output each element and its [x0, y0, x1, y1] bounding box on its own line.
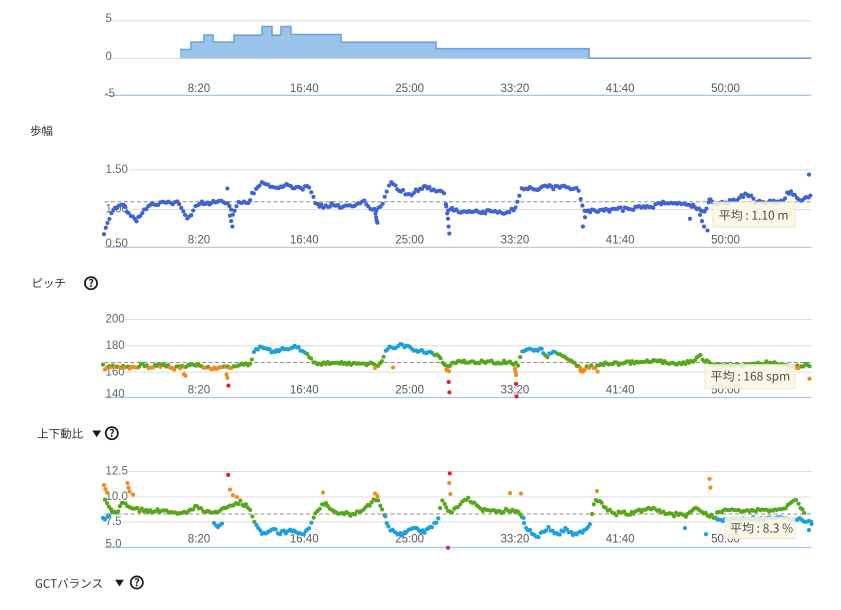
svg-text:50:00: 50:00 — [711, 83, 740, 95]
svg-text:16:40: 16:40 — [290, 83, 319, 95]
svg-text:25:00: 25:00 — [395, 385, 424, 397]
svg-text:16:40: 16:40 — [290, 235, 319, 247]
svg-text:25:00: 25:00 — [395, 83, 424, 95]
svg-text:7.5: 7.5 — [106, 516, 122, 528]
svg-text:12.5: 12.5 — [106, 466, 128, 478]
svg-text:33:20: 33:20 — [501, 235, 530, 247]
svg-text:5.0: 5.0 — [106, 538, 122, 550]
svg-text:16:40: 16:40 — [290, 385, 319, 397]
svg-text:180: 180 — [106, 340, 125, 352]
svg-text:8:20: 8:20 — [188, 534, 210, 546]
svg-text:0.50: 0.50 — [106, 238, 128, 250]
svg-text:1.50: 1.50 — [106, 164, 128, 176]
svg-text:-5: -5 — [105, 88, 115, 100]
svg-text:200: 200 — [106, 314, 125, 326]
svg-text:33:20: 33:20 — [501, 83, 530, 95]
svg-text:8:20: 8:20 — [188, 83, 210, 95]
svg-text:10.0: 10.0 — [106, 491, 128, 503]
svg-text:25:00: 25:00 — [395, 235, 424, 247]
svg-text:8:20: 8:20 — [188, 235, 210, 247]
svg-text:50:00: 50:00 — [711, 235, 740, 247]
svg-text:5: 5 — [106, 13, 112, 25]
svg-text:140: 140 — [106, 388, 125, 400]
svg-text:41:40: 41:40 — [606, 534, 635, 546]
svg-text:33:20: 33:20 — [501, 385, 530, 397]
svg-text:41:40: 41:40 — [606, 83, 635, 95]
svg-text:33:20: 33:20 — [501, 534, 530, 546]
svg-text:0: 0 — [106, 51, 112, 63]
svg-text:16:40: 16:40 — [290, 534, 319, 546]
svg-text:8:20: 8:20 — [188, 385, 210, 397]
svg-text:41:40: 41:40 — [606, 235, 635, 247]
svg-text:41:40: 41:40 — [606, 385, 635, 397]
